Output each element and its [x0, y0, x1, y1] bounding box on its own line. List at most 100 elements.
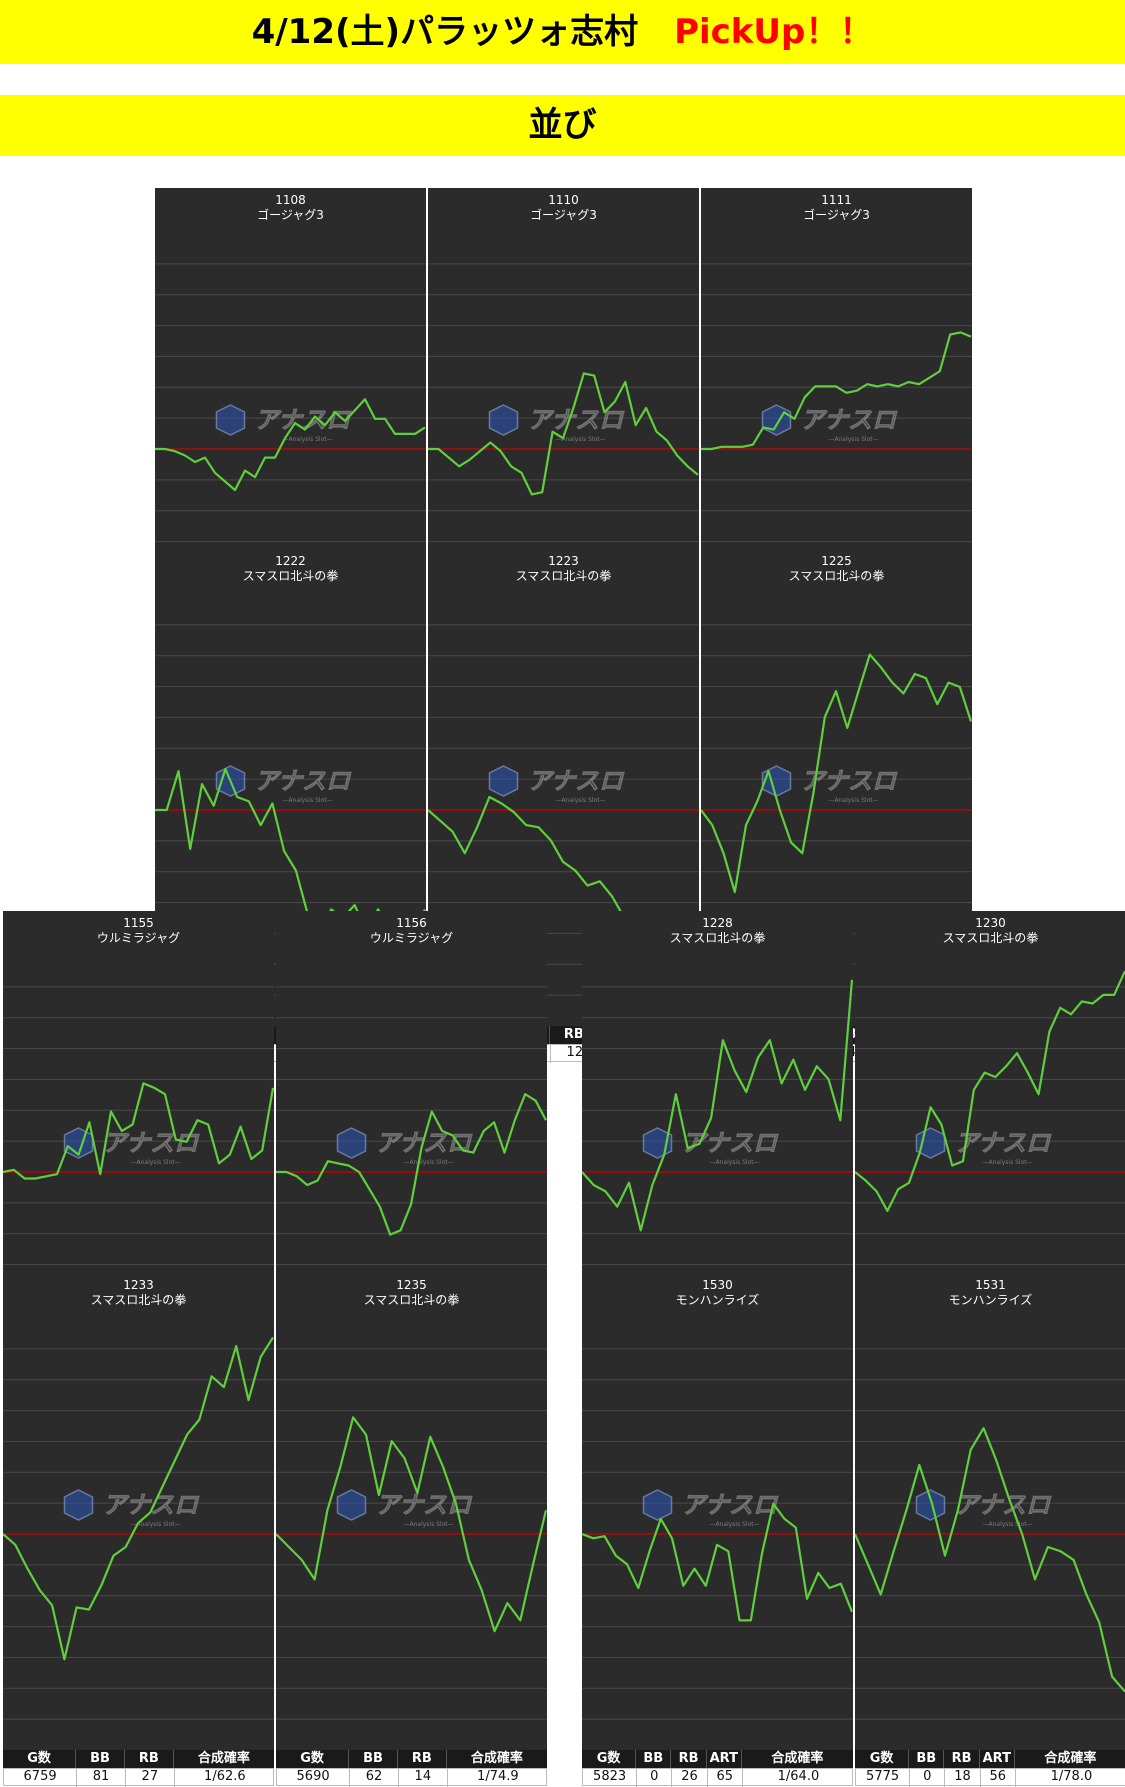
machine-number: 1530 — [702, 1278, 733, 1292]
slot-panel-1530: 1530 モンハンライズアナスロ —Analysis Slot— G数 BB RB ART 合… — [582, 1273, 853, 1787]
slot-panel-1233: 1233 スマスロ北斗の拳 アナスロ —Analysis Slot— G数 BB RB 合成確… — [3, 1273, 274, 1787]
watermark-logo: アナスロ —Analysis Slot— — [488, 765, 626, 804]
pickup-label: PickUp！！ — [674, 12, 874, 52]
slump-chart: アナスロ—Analysis Slot— — [582, 1318, 853, 1750]
watermark-subtext: —Analysis Slot— — [131, 1159, 181, 1166]
stats-value-row: 6759 81 27 1/62.6 — [3, 1768, 274, 1787]
machine-model: スマスロ北斗の拳 — [515, 569, 612, 583]
difference-series-line — [701, 331, 972, 451]
machine-model: ウルミラジャグ — [369, 931, 454, 945]
page-title: 4/12(土)パラッツォ志村 — [251, 12, 639, 52]
machine-number: 1228 — [702, 916, 733, 930]
watermark-subtext: —Analysis Slot— — [131, 1521, 181, 1528]
stats-header-cell: BB — [636, 1750, 672, 1768]
stats-header-cell: RB — [398, 1750, 447, 1768]
stats-header-cell: RB — [671, 1750, 707, 1768]
panel-header: 1156 ウルミラジャグ — [276, 911, 547, 956]
stats-value-cell: 5823 — [583, 1769, 638, 1787]
title-banner: 4/12(土)パラッツォ志村 PickUp！！ — [0, 0, 1125, 64]
machine-number: 1531 — [975, 1278, 1006, 1292]
stats-header-cell: G数 — [276, 1750, 350, 1768]
watermark-logo: アナスロ —Analysis Slot— — [642, 1489, 779, 1528]
watermark-text: アナスロ — [103, 1491, 201, 1519]
difference-series-line — [428, 372, 699, 496]
machine-model: ウルミラジャグ — [96, 931, 181, 945]
stats-header-row: G数 BB RB ART 合成確率 — [582, 1750, 853, 1768]
panel-header: 1225 スマスロ北斗の拳 — [701, 549, 972, 594]
watermark-text: アナスロ — [955, 1491, 1053, 1519]
machine-model: スマスロ北斗の拳 — [788, 569, 885, 583]
watermark-text: アナスロ — [103, 1129, 201, 1157]
stats-header-cell: ART — [707, 1750, 742, 1768]
machine-model: スマスロ北斗の拳 — [669, 931, 766, 945]
stats-value-cell: 0 — [910, 1769, 946, 1787]
panel-header: 1230 スマスロ北斗の拳 — [855, 911, 1125, 956]
watermark-icon — [761, 404, 792, 436]
watermark-icon — [336, 1127, 367, 1159]
machine-number: 1223 — [548, 554, 579, 568]
slot-panel-1235: 1235 スマスロ北斗の拳 アナスロ —Analysis Slot— G数 BB RB 合成確… — [276, 1273, 547, 1787]
watermark-logo: アナスロ —Analysis Slot— — [915, 1489, 1053, 1528]
machine-model: ゴージャグ3 — [803, 208, 870, 222]
watermark-subtext: —Analysis Slot— — [983, 1521, 1033, 1528]
machine-model: モンハンライズ — [675, 1293, 760, 1307]
stats-header-row: G数 BB RB ART 合成確率 — [855, 1750, 1125, 1768]
stats-header-cell: BB — [349, 1750, 398, 1768]
stats-value-cell: 1/64.0 — [777, 1769, 820, 1784]
stats-value-cell: 1/74.9 — [477, 1769, 519, 1784]
stats-header-cell: RB — [944, 1750, 980, 1768]
stats-value-cell: 62 — [350, 1769, 399, 1787]
stats-value-cell: 27 — [126, 1769, 175, 1787]
watermark-subtext: —Analysis Slot— — [556, 797, 606, 804]
stats-header-cell: G数 — [3, 1750, 77, 1768]
watermark-icon — [63, 1489, 94, 1521]
watermark-text: アナスロ — [955, 1129, 1053, 1157]
watermark-subtext: —Analysis Slot— — [283, 436, 333, 443]
watermark-icon — [642, 1489, 673, 1521]
stats-value-cell: 14 — [399, 1769, 448, 1787]
difference-series-line — [855, 1427, 1125, 1693]
machine-number: 1225 — [821, 554, 852, 568]
difference-series-line — [155, 398, 426, 492]
machine-model: スマスロ北斗の拳 — [942, 931, 1039, 945]
panel-header: 1228 スマスロ北斗の拳 — [582, 911, 853, 956]
watermark-text: アナスロ — [255, 406, 353, 434]
stats-value-cell: 81 — [77, 1769, 126, 1787]
panel-header: 1111 ゴージャグ3 — [701, 188, 972, 233]
stats-value-cell: 26 — [672, 1769, 708, 1787]
stats-header-cell: BB — [909, 1750, 945, 1768]
section-title: 並び — [528, 105, 597, 145]
difference-series-line — [3, 1082, 274, 1180]
panel-header: 1222 スマスロ北斗の拳 — [155, 549, 426, 594]
watermark-subtext: —Analysis Slot— — [710, 1159, 760, 1166]
watermark-subtext: —Analysis Slot— — [404, 1159, 454, 1166]
watermark-icon — [215, 404, 246, 436]
machine-number: 1155 — [123, 916, 154, 930]
stats-header-cell: RB — [125, 1750, 174, 1768]
stats-value-row: 5775 0 18 56 1/78.0 — [855, 1768, 1125, 1787]
machine-model: ゴージャグ3 — [257, 208, 324, 222]
watermark-subtext: —Analysis Slot— — [829, 797, 879, 804]
difference-series-line — [855, 970, 1125, 1212]
stats-header-cell: BB — [76, 1750, 125, 1768]
slump-chart: アナスロ—Analysis Slot— — [276, 1318, 547, 1750]
watermark-text: アナスロ — [528, 767, 626, 795]
watermark-text: アナスロ — [528, 406, 626, 434]
panel-header: 1530 モンハンライズ — [582, 1273, 853, 1318]
slot-panel-1531: 1531 モンハンライズ アナスロ —Analysis Slot— G数 BB RB ART 合… — [855, 1273, 1125, 1787]
stats-value-cell: 0 — [637, 1769, 673, 1787]
difference-series-line — [582, 979, 853, 1232]
stats-header-cell: 合成確率 — [197, 1751, 250, 1766]
stats-header-cell: 合成確率 — [470, 1751, 523, 1766]
machine-number: 1108 — [275, 193, 306, 207]
slump-chart: アナスロ —Analysis Slot— — [3, 1318, 274, 1750]
machine-model: スマスロ北斗の拳 — [242, 569, 339, 583]
stats-value-cell: 56 — [981, 1769, 1016, 1787]
stats-header-cell: G数 — [855, 1750, 910, 1768]
stats-value-cell: 5690 — [277, 1769, 351, 1787]
watermark-subtext: —Analysis Slot— — [283, 797, 333, 804]
watermark-text: アナスロ — [255, 767, 353, 795]
watermark-logo: アナスロ —Analysis Slot— — [63, 1489, 201, 1528]
watermark-subtext: —Analysis Slot— — [829, 436, 879, 443]
